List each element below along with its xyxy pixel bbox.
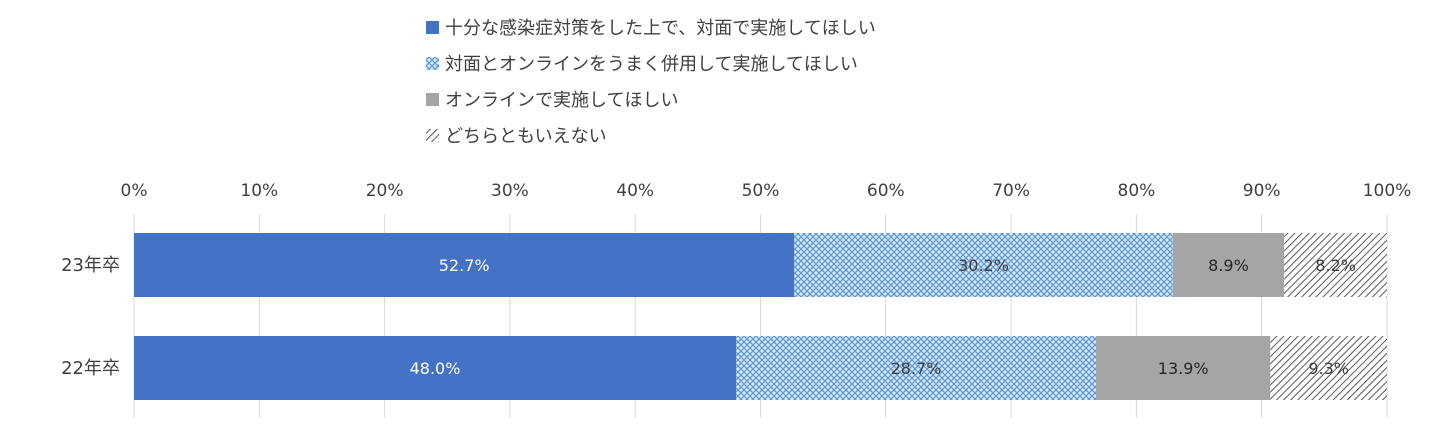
category-label: 22年卒 <box>61 358 120 379</box>
data-label: 52.7% <box>439 256 490 275</box>
data-labels: 52.7% 30.2% 8.9% 8.2% 48.0% 28.7% 13.9% 9.3% <box>410 256 1356 378</box>
x-tick-label: 10% <box>240 181 278 201</box>
legend-label: 対面とオンラインをうまく併用して実施してほしい <box>445 54 858 75</box>
x-tick-label: 80% <box>1118 181 1156 201</box>
bar-segment-s1-c0 <box>794 233 1173 297</box>
legend-swatch <box>426 57 439 70</box>
bar-segments <box>134 233 1387 400</box>
x-tick-label: 100% <box>1363 181 1412 201</box>
x-axis: 0% 10% 20% 30% 40% 50% 60% 70% 80% 90% 100% <box>121 181 1412 201</box>
bar-segment-s2-c0 <box>1172 233 1285 297</box>
x-tick-label: 40% <box>616 181 654 201</box>
bar-segment-s0-c1 <box>134 336 737 400</box>
x-tick-label: 50% <box>742 181 780 201</box>
x-tick-label: 0% <box>121 181 148 201</box>
chart-legend: 十分な感染症対策をした上で、対面で実施してほしい対面とオンラインをうまく併用して… <box>426 18 876 147</box>
x-tick-label: 20% <box>366 181 404 201</box>
legend-label: オンラインで実施してほしい <box>445 90 678 111</box>
bar-segment-s1-c1 <box>736 336 1097 400</box>
bar-segment-s3-c0 <box>1284 233 1387 297</box>
x-tick-label: 30% <box>491 181 529 201</box>
legend-swatch <box>426 129 439 142</box>
data-label: 30.2% <box>958 256 1009 275</box>
legend-swatch <box>426 21 439 34</box>
data-label: 8.9% <box>1208 256 1249 275</box>
legend-swatch <box>426 93 439 106</box>
data-label: 13.9% <box>1158 359 1209 378</box>
category-label: 23年卒 <box>61 255 120 276</box>
x-tick-label: 70% <box>992 181 1030 201</box>
data-label: 9.3% <box>1308 359 1349 378</box>
bar-segment-s2-c1 <box>1096 336 1271 400</box>
bar-segment-s3-c1 <box>1270 336 1387 400</box>
data-label: 48.0% <box>410 359 461 378</box>
legend-label: どちらともいえない <box>445 126 607 147</box>
bar-segment-s0-c0 <box>134 233 795 297</box>
data-label: 28.7% <box>891 359 942 378</box>
y-axis: 23年卒 22年卒 <box>61 255 120 379</box>
legend-label: 十分な感染症対策をした上で、対面で実施してほしい <box>445 18 876 39</box>
x-tick-label: 60% <box>867 181 905 201</box>
x-tick-label: 90% <box>1243 181 1281 201</box>
data-label: 8.2% <box>1315 256 1356 275</box>
